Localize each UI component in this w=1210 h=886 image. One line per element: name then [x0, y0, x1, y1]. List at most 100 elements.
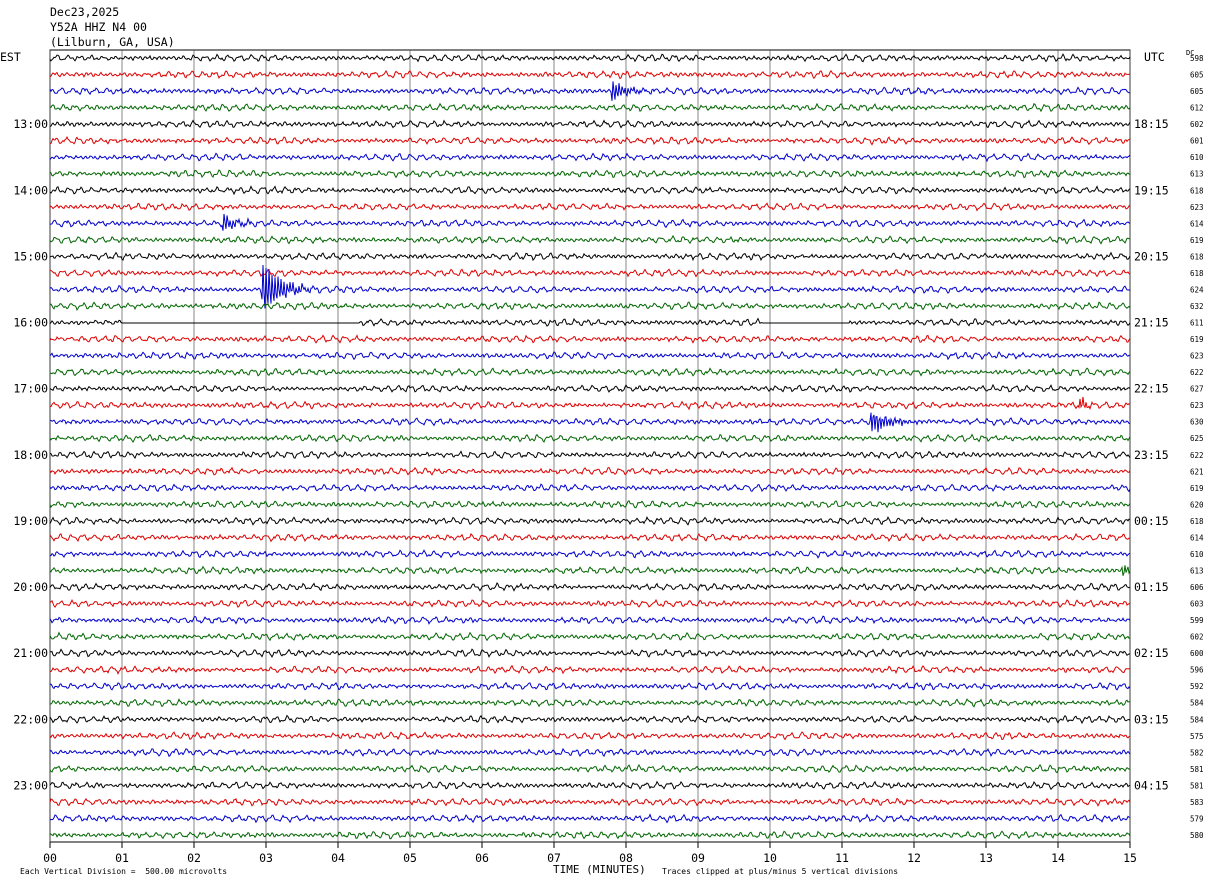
seismic-trace-row — [49, 516, 1131, 526]
dc-offset-label: 612 — [1190, 104, 1204, 113]
dc-offset-label: 614 — [1190, 533, 1204, 542]
dc-offset-label: 620 — [1190, 500, 1204, 509]
plot-date: Dec23,2025 — [50, 5, 120, 19]
dc-offset-label: 606 — [1190, 583, 1204, 592]
left-hour-label: 23:00 — [13, 778, 48, 792]
seismic-trace-row — [49, 264, 1131, 309]
seismic-trace-row — [49, 81, 1131, 101]
right-hour-label: 00:15 — [1134, 514, 1169, 528]
right-hour-label: 21:15 — [1134, 316, 1169, 330]
left-hour-label: 16:00 — [13, 316, 48, 330]
seismic-trace-row — [49, 351, 1131, 361]
seismic-trace-row — [49, 450, 1131, 460]
dc-offset-label: 619 — [1190, 484, 1204, 493]
seismic-trace-row — [49, 549, 1131, 559]
dc-offset-label: 584 — [1190, 715, 1204, 724]
dc-offset-label: 583 — [1190, 798, 1204, 807]
right-hour-label: 22:15 — [1134, 382, 1169, 396]
seismic-trace-row — [49, 500, 1131, 509]
seismic-trace-row — [49, 731, 1131, 741]
seismic-trace-row — [49, 797, 1131, 807]
x-axis-title: TIME (MINUTES) — [553, 863, 646, 876]
dc-offset-label: 579 — [1190, 814, 1204, 823]
x-tick-label: 02 — [187, 851, 201, 865]
right-hour-label: 20:15 — [1134, 249, 1169, 263]
dc-offset-label: 619 — [1190, 236, 1204, 245]
x-tick-label: 11 — [835, 851, 849, 865]
seismic-trace-row — [49, 152, 1131, 163]
axis-labels: 00 01 02 03 04 05 06 07 08 09 10 11 12 13 14 15 598 605 60… — [13, 54, 1204, 865]
dc-offset-label: 584 — [1190, 699, 1204, 708]
left-hour-label: 15:00 — [13, 249, 48, 263]
dc-offset-label: 600 — [1190, 649, 1204, 658]
dc-offset-label: 602 — [1190, 120, 1204, 129]
scale-note: Each Vertical Division = 500.00 microvol… — [20, 867, 228, 876]
seismic-trace-row — [49, 268, 1131, 278]
seismic-trace-row — [49, 698, 1131, 708]
dc-offset-label: 610 — [1190, 153, 1204, 162]
left-hour-label: 14:00 — [13, 183, 48, 197]
dc-offset-label: 618 — [1190, 252, 1204, 261]
trace-group — [49, 53, 1131, 840]
dc-offset-label: 623 — [1190, 203, 1204, 212]
seismic-trace-row — [49, 631, 1131, 642]
dc-offset-label: 581 — [1190, 765, 1204, 774]
station-location: (Lilburn, GA, USA) — [50, 35, 175, 49]
seismic-trace-row — [49, 169, 1131, 179]
left-hour-label: 21:00 — [13, 646, 48, 660]
dc-offset-label: 627 — [1190, 385, 1204, 394]
x-tick-label: 00 — [43, 851, 57, 865]
seismic-trace-row — [49, 615, 1131, 625]
x-tick-label: 08 — [619, 851, 633, 865]
seismic-trace-row — [49, 301, 1131, 312]
x-tick-label: 01 — [115, 851, 129, 865]
dc-offset-label: 596 — [1190, 666, 1204, 675]
seismic-trace-row — [49, 598, 1131, 608]
left-hour-label: 13:00 — [13, 117, 48, 131]
left-timezone-label: EST — [0, 50, 21, 64]
dc-offset-label: 624 — [1190, 285, 1204, 294]
dc-offset-label: 599 — [1190, 616, 1204, 625]
dc-offset-label: 619 — [1190, 335, 1204, 344]
seismic-trace-row — [49, 466, 1131, 476]
dc-offset-label: 613 — [1190, 170, 1204, 179]
x-tick-label: 12 — [907, 851, 921, 865]
seismic-trace-row — [49, 412, 1130, 433]
left-hour-label: 20:00 — [13, 580, 48, 594]
right-hour-label: 01:15 — [1134, 580, 1169, 594]
x-tick-label: 15 — [1123, 851, 1137, 865]
x-tick-label: 13 — [979, 851, 993, 865]
seismic-trace-row — [49, 532, 1131, 543]
left-hour-label: 19:00 — [13, 514, 48, 528]
seismic-trace-row — [49, 780, 1131, 791]
dc-offset-label: 582 — [1190, 748, 1204, 757]
dc-offset-label: 623 — [1190, 401, 1204, 410]
dc-offset-label: 618 — [1190, 517, 1204, 526]
seismic-trace-row — [49, 383, 1131, 393]
left-hour-label: 18:00 — [13, 448, 48, 462]
x-tick-label: 07 — [547, 851, 561, 865]
dc-offset-label: 605 — [1190, 71, 1204, 80]
dc-offset-label: 611 — [1190, 319, 1204, 328]
seismic-trace-row — [49, 334, 1131, 344]
dc-offset-label: 618 — [1190, 269, 1204, 278]
dc-column-label: DC — [1186, 49, 1195, 57]
seismic-trace-row — [49, 747, 1131, 758]
seismic-trace-row — [49, 251, 1131, 262]
dc-offset-label: 630 — [1190, 418, 1204, 427]
dc-offset-label: 603 — [1190, 600, 1204, 609]
x-tick-label: 05 — [403, 851, 417, 865]
left-hour-label: 22:00 — [13, 712, 48, 726]
seismic-trace-row — [49, 681, 1131, 691]
dc-offset-label: 605 — [1190, 87, 1204, 96]
x-tick-label: 09 — [691, 851, 705, 865]
dc-offset-label: 623 — [1190, 352, 1204, 361]
seismic-trace-row — [49, 582, 1131, 592]
seismic-trace-row — [49, 213, 1131, 231]
seismic-trace-row — [49, 664, 1131, 676]
plot-frame — [49, 49, 1131, 843]
seismic-trace-row — [49, 367, 1131, 377]
dc-offset-label: 592 — [1190, 682, 1204, 691]
x-tick-label: 06 — [475, 851, 489, 865]
dc-offset-label: 632 — [1190, 302, 1204, 311]
